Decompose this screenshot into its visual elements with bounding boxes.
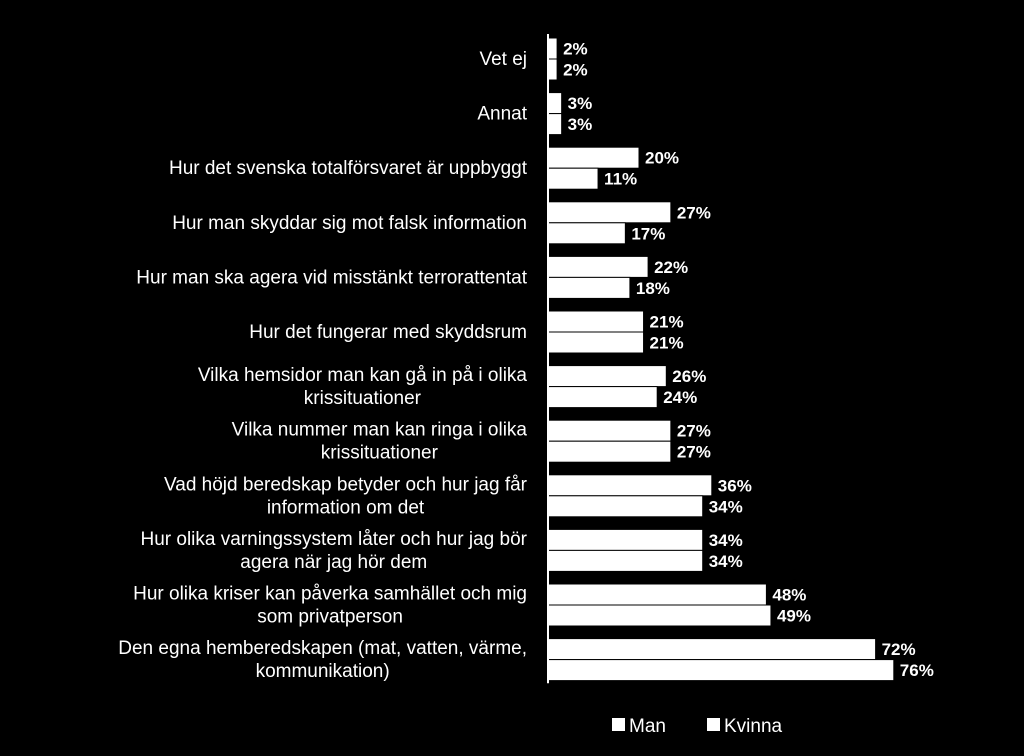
value-label-kvinna-2: 11% bbox=[604, 170, 637, 189]
category-labels-group: Vet ej Annat Hur det svenska totalförsvare… bbox=[118, 49, 527, 682]
value-label-man-9: 34% bbox=[709, 531, 743, 550]
bar-kvinna-6 bbox=[547, 386, 658, 409]
category-label-8: Vad höjd beredskap betyder och hur jag f… bbox=[164, 474, 528, 518]
value-label-man-1: 3% bbox=[568, 94, 593, 113]
bars-group bbox=[547, 37, 895, 682]
bar-kvinna-7 bbox=[547, 440, 672, 463]
value-label-man-11: 72% bbox=[882, 640, 916, 659]
category-label-6: Vilka hemsidor man kan gå in på i olika k… bbox=[198, 365, 528, 409]
legend-swatch-kvinna bbox=[707, 718, 720, 731]
bar-man-7 bbox=[547, 419, 672, 442]
value-label-man-4: 22% bbox=[654, 258, 688, 277]
category-label-11: Den egna hemberedskapen (mat, vatten, vä… bbox=[118, 638, 527, 682]
value-label-man-10: 48% bbox=[772, 586, 806, 605]
category-label-5: Hur det fungerar med skyddsrum bbox=[249, 322, 527, 343]
bar-man-10 bbox=[547, 583, 767, 606]
category-label-3: Hur man skyddar sig mot falsk informatio… bbox=[172, 213, 527, 234]
legend-swatch-man bbox=[612, 718, 625, 731]
bar-kvinna-11 bbox=[547, 659, 895, 682]
legend-label-man: Man bbox=[629, 716, 666, 737]
value-label-kvinna-0: 2% bbox=[563, 61, 588, 80]
bar-man-3 bbox=[547, 201, 672, 224]
category-label-0: Vet ej bbox=[479, 49, 527, 70]
value-label-kvinna-9: 34% bbox=[709, 552, 743, 571]
bar-man-4 bbox=[547, 255, 649, 278]
value-label-kvinna-8: 34% bbox=[709, 497, 743, 516]
bar-man-2 bbox=[547, 146, 640, 169]
bar-man-5 bbox=[547, 310, 645, 333]
value-label-kvinna-6: 24% bbox=[663, 388, 697, 407]
value-label-man-5: 21% bbox=[650, 313, 684, 332]
category-label-9: Hur olika varningssystem låter och hur j… bbox=[140, 529, 527, 573]
value-label-man-8: 36% bbox=[718, 476, 752, 495]
bar-kvinna-8 bbox=[547, 495, 704, 518]
value-label-kvinna-3: 17% bbox=[631, 224, 665, 243]
bar-kvinna-10 bbox=[547, 604, 772, 627]
bar-man-9 bbox=[547, 528, 704, 551]
bar-kvinna-5 bbox=[547, 331, 645, 354]
bar-kvinna-4 bbox=[547, 276, 631, 299]
value-label-kvinna-4: 18% bbox=[636, 279, 670, 298]
bar-kvinna-1 bbox=[547, 113, 563, 136]
value-label-man-3: 27% bbox=[677, 203, 711, 222]
value-label-kvinna-10: 49% bbox=[777, 607, 811, 626]
value-labels-group: 2% 2% 3% 3% 20% 11% 27% 17% 22% 18% 21% 21% 26% 24% 27… bbox=[563, 40, 934, 681]
bar-man-1 bbox=[547, 92, 563, 115]
bar-man-0 bbox=[547, 37, 558, 60]
bar-kvinna-3 bbox=[547, 222, 626, 245]
value-label-man-0: 2% bbox=[563, 40, 588, 59]
bar-kvinna-9 bbox=[547, 549, 704, 572]
value-label-kvinna-11: 76% bbox=[900, 661, 934, 680]
category-label-4: Hur man ska agera vid misstänkt terrorat… bbox=[136, 267, 527, 288]
value-label-man-7: 27% bbox=[677, 422, 711, 441]
category-label-1: Annat bbox=[477, 104, 527, 125]
value-label-man-2: 20% bbox=[645, 149, 679, 168]
bar-man-6 bbox=[547, 365, 667, 388]
value-label-kvinna-5: 21% bbox=[650, 334, 684, 353]
bar-kvinna-0 bbox=[547, 58, 558, 81]
bar-kvinna-2 bbox=[547, 167, 599, 190]
legend: Man Kvinna bbox=[612, 716, 783, 737]
category-label-2: Hur det svenska totalförsvaret är uppbyg… bbox=[169, 158, 528, 179]
category-label-7: Vilka nummer man kan ringa i olika krissi… bbox=[232, 420, 528, 464]
bar-man-11 bbox=[547, 638, 877, 661]
value-label-kvinna-7: 27% bbox=[677, 443, 711, 462]
legend-label-kvinna: Kvinna bbox=[724, 716, 783, 737]
value-label-man-6: 26% bbox=[672, 367, 706, 386]
bar-man-8 bbox=[547, 474, 713, 497]
value-label-kvinna-1: 3% bbox=[568, 115, 593, 134]
category-label-10: Hur olika kriser kan påverka samhället o… bbox=[133, 584, 527, 628]
